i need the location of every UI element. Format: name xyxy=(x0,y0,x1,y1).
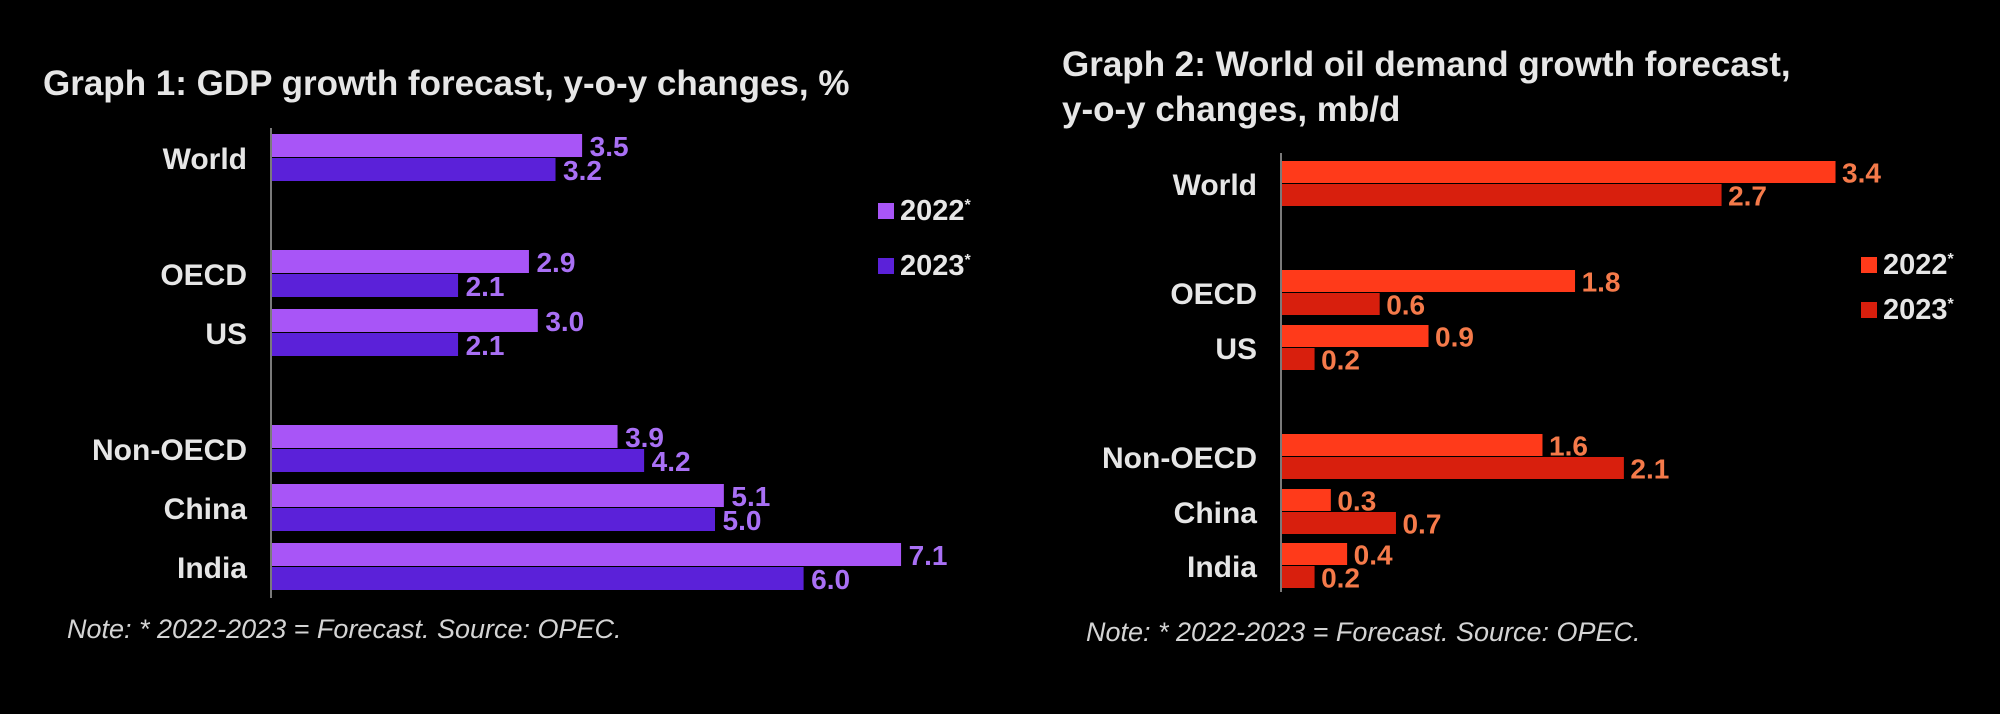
bar-2023-world xyxy=(272,158,556,181)
bar-2023-us xyxy=(1282,348,1315,370)
bar-2022-world xyxy=(1282,161,1836,183)
category-label-us: US xyxy=(1215,333,1257,366)
bar-2022-non-oecd xyxy=(1282,434,1543,456)
category-label-world: World xyxy=(163,143,247,176)
category-label-us: US xyxy=(205,318,247,351)
legend-year: 2022 xyxy=(1883,249,1948,281)
legend-year: 2023 xyxy=(900,250,965,282)
value-label-2023-us: 2.1 xyxy=(466,330,505,361)
value-label-2023-world: 2.7 xyxy=(1728,181,1767,212)
legend-forecast-marker: * xyxy=(1948,296,1955,313)
oil-demand-chart: Graph 2: World oil demand growth forecas… xyxy=(1062,45,1955,647)
bar-2023-non-oecd xyxy=(272,449,645,472)
value-label-2023-india: 6.0 xyxy=(811,564,850,595)
category-label-non-oecd: Non-OECD xyxy=(92,434,247,467)
value-label-2022-world: 3.4 xyxy=(1842,158,1881,189)
bar-2023-non-oecd xyxy=(1282,457,1624,479)
value-label-2023-china: 5.0 xyxy=(723,505,762,536)
value-label-2022-us: 0.9 xyxy=(1435,322,1474,353)
category-label-world: World xyxy=(1173,169,1257,202)
legend-year: 2023 xyxy=(1883,294,1948,326)
value-label-2023-india: 0.2 xyxy=(1321,563,1360,594)
legend-forecast-marker: * xyxy=(965,197,972,214)
value-label-2022-oecd: 2.9 xyxy=(536,247,575,278)
bar-2022-oecd xyxy=(272,250,529,273)
value-label-2023-non-oecd: 2.1 xyxy=(1630,454,1669,485)
category-label-oecd: OECD xyxy=(160,259,247,292)
chart-title-line-1: Graph 2: World oil demand growth forecas… xyxy=(1062,45,1791,84)
value-label-2023-us: 0.2 xyxy=(1321,345,1360,376)
value-label-2022-world: 3.5 xyxy=(590,131,629,162)
chart-note: Note: * 2022-2023 = Forecast. Source: OP… xyxy=(1086,617,1641,647)
category-label-india: India xyxy=(177,552,247,585)
value-label-2022-india: 7.1 xyxy=(909,540,948,571)
bar-2023-oecd xyxy=(1282,293,1380,315)
value-label-2022-non-oecd: 3.9 xyxy=(625,422,664,453)
category-label-non-oecd: Non-OECD xyxy=(1102,442,1257,475)
bar-2022-us xyxy=(272,309,538,332)
chart-title-line-2: y-o-y changes, mb/d xyxy=(1062,90,1400,129)
bar-2022-oecd xyxy=(1282,270,1576,292)
bar-2022-india xyxy=(272,543,902,566)
bar-2023-india xyxy=(1282,566,1315,588)
value-label-2023-oecd: 2.1 xyxy=(466,271,505,302)
bar-2022-us xyxy=(1282,325,1429,347)
value-label-2023-oecd: 0.6 xyxy=(1386,290,1425,321)
category-label-oecd: OECD xyxy=(1170,278,1257,311)
gdp-growth-chart: Graph 1: GDP growth forecast, y-o-y chan… xyxy=(43,64,972,644)
chart-note: Note: * 2022-2023 = Forecast. Source: OP… xyxy=(67,614,622,644)
bar-2022-non-oecd xyxy=(272,425,618,448)
legend-swatch-2023 xyxy=(878,258,894,274)
value-label-2023-non-oecd: 4.2 xyxy=(652,446,691,477)
category-label-china: China xyxy=(1174,497,1258,530)
value-label-2023-world: 3.2 xyxy=(563,155,602,186)
value-label-2022-non-oecd: 1.6 xyxy=(1549,431,1588,462)
legend-label-2022: 2022* xyxy=(900,195,972,227)
value-label-2022-china: 5.1 xyxy=(731,481,770,512)
bar-2023-world xyxy=(1282,184,1722,206)
value-label-2022-india: 0.4 xyxy=(1354,540,1393,571)
legend-label-2022: 2022* xyxy=(1883,249,1955,281)
value-label-2022-china: 0.3 xyxy=(1337,486,1376,517)
bar-2023-us xyxy=(272,333,459,356)
legend-label-2023: 2023* xyxy=(1883,294,1955,326)
bar-2023-china xyxy=(272,508,715,531)
legend-forecast-marker: * xyxy=(965,252,972,269)
legend-swatch-2022 xyxy=(878,203,894,219)
value-label-2023-china: 0.7 xyxy=(1402,509,1441,540)
bar-2023-india xyxy=(272,567,804,590)
category-label-china: China xyxy=(164,493,248,526)
legend-forecast-marker: * xyxy=(1948,251,1955,268)
bar-2023-oecd xyxy=(272,274,459,297)
chart-title: Graph 1: GDP growth forecast, y-o-y chan… xyxy=(43,64,849,103)
legend-label-2023: 2023* xyxy=(900,250,972,282)
value-label-2022-oecd: 1.8 xyxy=(1582,267,1621,298)
bar-2022-china xyxy=(1282,489,1331,511)
bar-2023-china xyxy=(1282,512,1396,534)
bar-2022-world xyxy=(272,134,583,157)
legend-swatch-2022 xyxy=(1861,257,1877,273)
value-label-2022-us: 3.0 xyxy=(545,306,584,337)
category-label-india: India xyxy=(1187,551,1257,584)
bar-2022-china xyxy=(272,484,724,507)
legend-year: 2022 xyxy=(900,195,965,227)
bar-2022-india xyxy=(1282,543,1348,565)
legend-swatch-2023 xyxy=(1861,302,1877,318)
